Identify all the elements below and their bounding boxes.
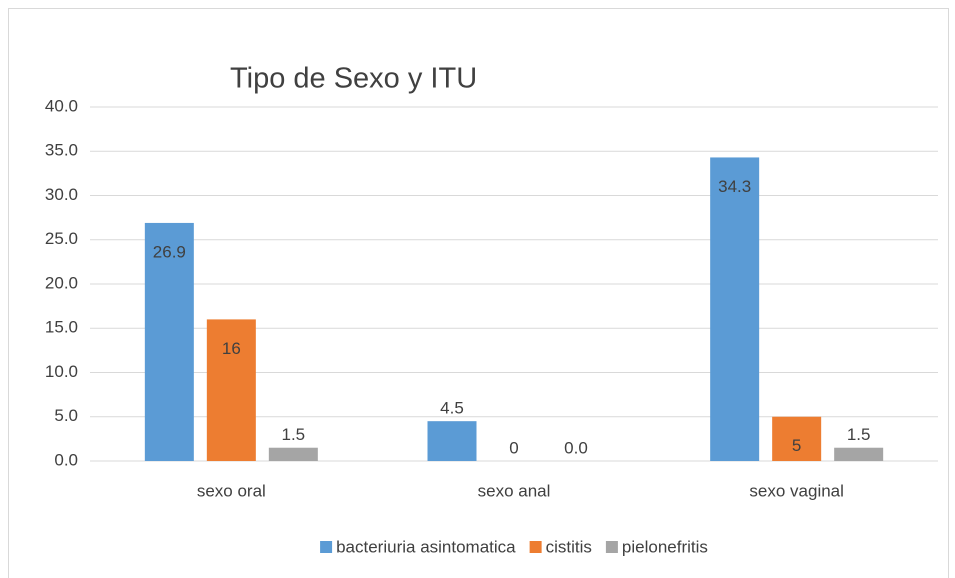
legend-swatch — [529, 541, 542, 553]
y-tick-label: 35.0 — [45, 141, 78, 160]
legend-swatch — [320, 541, 333, 553]
x-tick-label: sexo oral — [197, 481, 266, 500]
data-label: 0 — [509, 438, 518, 457]
bar — [834, 447, 884, 461]
data-label: 5 — [792, 436, 801, 455]
legend-label: pielonefritis — [622, 537, 708, 556]
legend-label: bacteriuria asintomatica — [336, 537, 516, 556]
bar — [268, 447, 318, 461]
y-tick-label: 15.0 — [45, 318, 78, 337]
bar — [144, 222, 194, 461]
y-tick-label: 25.0 — [45, 229, 78, 248]
chart-title: Tipo de Sexo y ITU — [230, 63, 477, 95]
y-tick-label: 20.0 — [45, 273, 78, 292]
y-tick-label: 30.0 — [45, 185, 78, 204]
data-label: 16 — [222, 339, 241, 358]
x-tick-label: sexo vaginal — [749, 481, 844, 500]
y-tick-label: 5.0 — [54, 406, 78, 425]
bar — [206, 319, 256, 461]
x-tick-label: sexo anal — [478, 481, 551, 500]
legend-label: cistitis — [546, 537, 592, 556]
bar — [710, 157, 760, 461]
data-label: 4.5 — [440, 399, 464, 418]
data-label: 0.0 — [564, 438, 588, 457]
data-label: 34.3 — [718, 177, 751, 196]
legend-swatch — [605, 541, 618, 553]
y-tick-label: 0.0 — [54, 450, 78, 469]
data-label: 1.5 — [847, 425, 871, 444]
y-tick-label: 40.0 — [45, 96, 78, 115]
data-label: 26.9 — [153, 242, 186, 261]
bar — [772, 416, 822, 461]
data-label: 1.5 — [282, 425, 306, 444]
bar — [427, 421, 477, 461]
y-tick-label: 10.0 — [45, 362, 78, 381]
